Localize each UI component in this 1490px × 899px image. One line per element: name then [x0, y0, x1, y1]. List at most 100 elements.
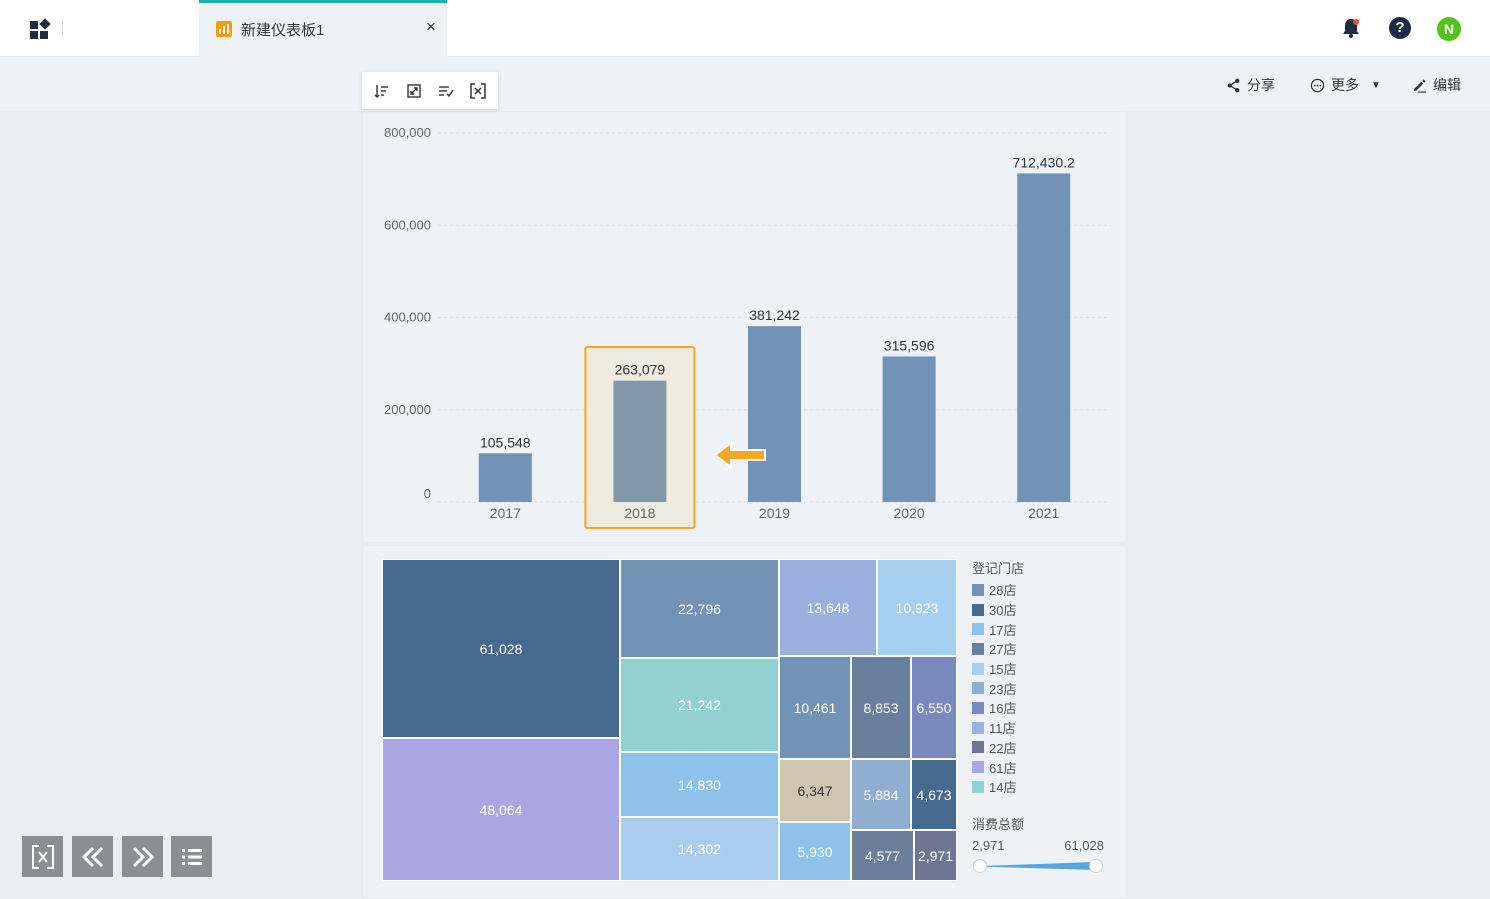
- fullscreen-icon: [470, 82, 486, 99]
- legend-swatch: [972, 662, 984, 675]
- share-button[interactable]: 分享: [1226, 75, 1275, 95]
- fit-screen-icon: [31, 844, 54, 869]
- fit-screen-button[interactable]: [22, 836, 63, 877]
- legend-label: 16店: [989, 701, 1017, 717]
- treemap-cell[interactable]: 48,064: [382, 738, 620, 881]
- treemap-legend: 登记门店 28店 30店 17店 27店 15店 23店 16店 11店 22店 61店 14店: [972, 558, 1122, 797]
- y-tick-label: 800,000: [384, 125, 431, 140]
- treemap-cell[interactable]: 5,930: [779, 822, 851, 881]
- edit-label: 编辑: [1433, 77, 1461, 93]
- treemap-cell[interactable]: 10,461: [779, 656, 851, 759]
- treemap-cell[interactable]: 61,028: [382, 559, 620, 738]
- fullscreen-button[interactable]: [467, 80, 489, 102]
- treemap-cell[interactable]: 4,577: [851, 830, 914, 881]
- range-title: 消费总额: [972, 817, 1025, 832]
- edit-button[interactable]: 编辑: [1412, 75, 1461, 95]
- bar-data-label: 263,079: [615, 362, 666, 378]
- prev-page-button[interactable]: [72, 836, 113, 877]
- treemap-cell[interactable]: 6,550: [911, 656, 957, 759]
- bar-data-label: 712,430.2: [1013, 154, 1075, 170]
- more-button[interactable]: 更多 ▼: [1310, 75, 1381, 95]
- next-page-icon: [132, 846, 154, 867]
- bar[interactable]: [478, 453, 532, 502]
- caret-down-icon: ▼: [1371, 79, 1381, 91]
- legend-item[interactable]: 30店: [972, 600, 1122, 620]
- treemap-cell[interactable]: 6,347: [779, 759, 851, 822]
- list-icon: [181, 848, 202, 865]
- close-tab-icon[interactable]: ×: [426, 17, 436, 36]
- legend-swatch: [972, 701, 984, 714]
- chart-tools: [362, 72, 498, 109]
- legend-swatch: [972, 642, 984, 655]
- legend-label: 14店: [989, 780, 1017, 796]
- treemap-cell[interactable]: 2,971: [914, 830, 957, 881]
- expand-button[interactable]: [403, 80, 425, 102]
- more-label: 更多: [1331, 77, 1359, 93]
- legend-label: 28店: [989, 583, 1017, 599]
- legend-swatch: [972, 721, 984, 734]
- range-slider-track[interactable]: [980, 862, 1096, 870]
- dashboard-icon: [216, 21, 232, 37]
- x-tick-label: 2021: [1028, 505, 1059, 521]
- bar[interactable]: [882, 356, 936, 502]
- legend-item[interactable]: 28店: [972, 580, 1122, 600]
- apps-grid-icon[interactable]: [28, 17, 52, 41]
- bar[interactable]: [748, 326, 801, 502]
- legend-swatch: [972, 623, 984, 636]
- tab-dashboard[interactable]: 新建仪表板1 ×: [199, 0, 447, 57]
- legend-label: 61店: [989, 760, 1017, 776]
- x-tick-label: 2017: [490, 505, 521, 521]
- legend-item[interactable]: 61店: [972, 757, 1122, 777]
- y-tick-label: 600,000: [384, 217, 431, 232]
- legend-item[interactable]: 16店: [972, 698, 1122, 718]
- range-max-label: 61,028: [1064, 838, 1104, 853]
- legend-item[interactable]: 23店: [972, 678, 1122, 698]
- legend-item[interactable]: 15店: [972, 659, 1122, 679]
- treemap-cell[interactable]: 5,884: [851, 759, 911, 830]
- legend-label: 27店: [989, 642, 1017, 658]
- sort-text-button[interactable]: [435, 80, 457, 102]
- next-page-button[interactable]: [122, 836, 163, 877]
- legend-swatch: [972, 583, 984, 596]
- arrow-left-icon: [713, 441, 766, 469]
- treemap-cell[interactable]: 13,648: [779, 559, 877, 656]
- divider: [62, 19, 63, 37]
- page-list-button[interactable]: [171, 836, 212, 877]
- legend-item[interactable]: 27店: [972, 639, 1122, 659]
- avatar[interactable]: N: [1437, 17, 1461, 41]
- treemap-cell[interactable]: 14,302: [620, 817, 779, 881]
- y-tick-label: 200,000: [384, 402, 431, 417]
- bell-icon[interactable]: [1340, 17, 1362, 39]
- bar[interactable]: [613, 380, 667, 502]
- bar-chart-card: 0 200,000 400,000 600,000 800,000 105,548 2017…: [362, 111, 1127, 543]
- sort-text-icon: [439, 85, 454, 97]
- legend-item[interactable]: 11店: [972, 718, 1122, 738]
- treemap-cell[interactable]: 14,830: [620, 752, 779, 817]
- treemap-cell[interactable]: 10,923: [877, 559, 957, 656]
- treemap-cell[interactable]: 22,796: [620, 559, 779, 658]
- legend-item[interactable]: 17店: [972, 619, 1122, 639]
- y-tick-label: 0: [424, 486, 431, 501]
- bar-chart: 0 200,000 400,000 600,000 800,000 105,548 2017…: [384, 125, 1111, 529]
- x-tick-label: 2018: [624, 505, 655, 521]
- range-min-label: 2,971: [972, 838, 1005, 853]
- treemap-cell[interactable]: 21,242: [620, 658, 779, 752]
- treemap-cell[interactable]: 4,673: [911, 759, 957, 830]
- sort-icon: [374, 84, 388, 98]
- bar-data-label: 105,548: [480, 434, 531, 450]
- sort-button[interactable]: [371, 80, 393, 102]
- legend-item[interactable]: 22店: [972, 738, 1122, 758]
- tab-title: 新建仪表板1: [241, 22, 325, 39]
- treemap-cell[interactable]: 8,853: [851, 656, 911, 759]
- dashboard-toolbar: 分享 更多 ▼ 编辑: [0, 57, 1490, 111]
- range-slider-max-handle[interactable]: [1089, 859, 1103, 873]
- range-slider-min-handle[interactable]: [973, 859, 987, 873]
- legend-title: 登记门店: [972, 561, 1025, 576]
- edit-icon: [1413, 78, 1427, 93]
- bar[interactable]: [1017, 173, 1071, 502]
- help-icon[interactable]: ?: [1389, 17, 1411, 39]
- top-bar: 新建仪表板1 × ? N: [0, 0, 1490, 57]
- legend-label: 11店: [989, 721, 1016, 737]
- legend-label: 15店: [989, 662, 1017, 678]
- legend-item[interactable]: 14店: [972, 777, 1122, 797]
